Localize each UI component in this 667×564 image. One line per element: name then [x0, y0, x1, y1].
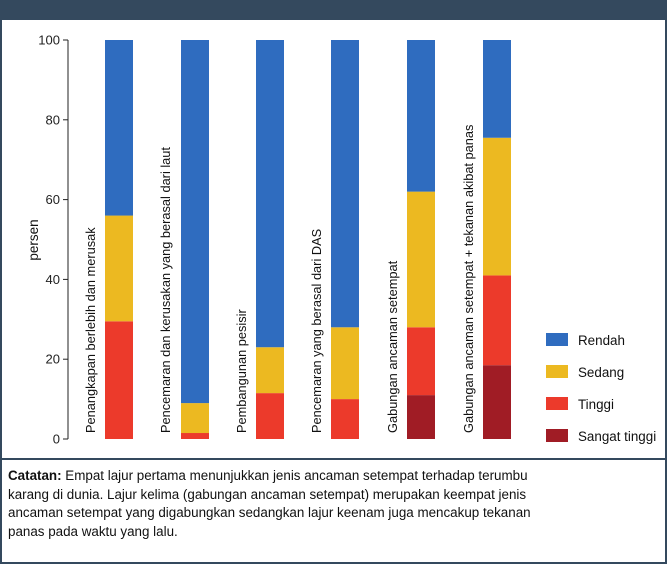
legend-label-sedang: Sedang — [578, 365, 624, 380]
note-divider — [1, 458, 666, 460]
y-tick-label-20: 20 — [46, 352, 60, 367]
bar-5-tinggi — [407, 327, 435, 396]
legend-label-rendah: Rendah — [578, 333, 625, 348]
bar-1-sedang — [105, 215, 133, 322]
category-label-1: Penangkapan berlebih dan merusak — [83, 227, 98, 433]
legend-label-tinggi: Tinggi — [578, 397, 614, 412]
category-label-3: Pembangunan pesisir — [234, 308, 249, 433]
y-tick-label-80: 80 — [46, 112, 60, 127]
note-line-2: karang di dunia. Lajur kelima (gabungan … — [8, 486, 527, 502]
header-bar — [0, 0, 667, 20]
note-line-3: ancaman setempat yang digabungkan sedang… — [8, 505, 531, 520]
figure-border — [0, 20, 667, 564]
category-label-2: Pencemaran dan kerusakan yang berasal da… — [158, 147, 173, 433]
bar-2-tinggi — [181, 433, 209, 439]
bar-2-rendah — [181, 40, 209, 404]
legend-swatch-sangat-tinggi — [546, 429, 568, 442]
y-tick-label-100: 100 — [38, 33, 60, 48]
note-line-1: Empat lajur pertama menunjukkan jenis an… — [61, 468, 528, 483]
bar-5-sedang — [407, 191, 435, 328]
bar-4-sedang — [331, 327, 359, 400]
legend-swatch-rendah — [546, 333, 568, 346]
bar-6-rendah — [483, 40, 511, 138]
bar-5-rendah — [407, 40, 435, 192]
category-label-5: Gabungan ancaman setempat — [385, 260, 400, 433]
legend-swatch-sedang — [546, 365, 568, 378]
y-tick-label-60: 60 — [46, 192, 60, 207]
note-text: Catatan: Empat lajur pertama menunjukkan… — [8, 467, 658, 541]
category-label-6: Gabungan ancaman setempat + tekanan akib… — [461, 125, 476, 433]
bar-6-sangat-tinggi — [483, 365, 511, 439]
bar-3-rendah — [256, 40, 284, 348]
note-label: Catatan: — [8, 468, 62, 483]
bar-4-tinggi — [331, 399, 359, 439]
bar-2-sedang — [181, 403, 209, 434]
bar-1-rendah — [105, 40, 133, 216]
bar-4-rendah — [331, 40, 359, 328]
bar-1-tinggi — [105, 321, 133, 439]
y-tick-label-0: 0 — [53, 432, 60, 447]
legend-label-sangat-tinggi: Sangat tinggi — [578, 429, 656, 444]
bar-3-sedang — [256, 347, 284, 394]
category-label-4: Pencemaran yang berasal dari DAS — [309, 229, 324, 433]
stacked-bar-chart: 0 20 40 60 80 100 persen Penangkapan berlebih d… — [26, 33, 656, 447]
y-tick-label-40: 40 — [46, 272, 60, 287]
bar-5-sangat-tinggi — [407, 395, 435, 439]
legend-swatch-tinggi — [546, 397, 568, 410]
note-line-4: panas pada waktu yang lalu. — [8, 523, 178, 539]
bar-6-sedang — [483, 137, 511, 276]
bar-6-tinggi — [483, 275, 511, 366]
y-axis-title: persen — [26, 219, 41, 260]
bar-3-tinggi — [256, 393, 284, 439]
